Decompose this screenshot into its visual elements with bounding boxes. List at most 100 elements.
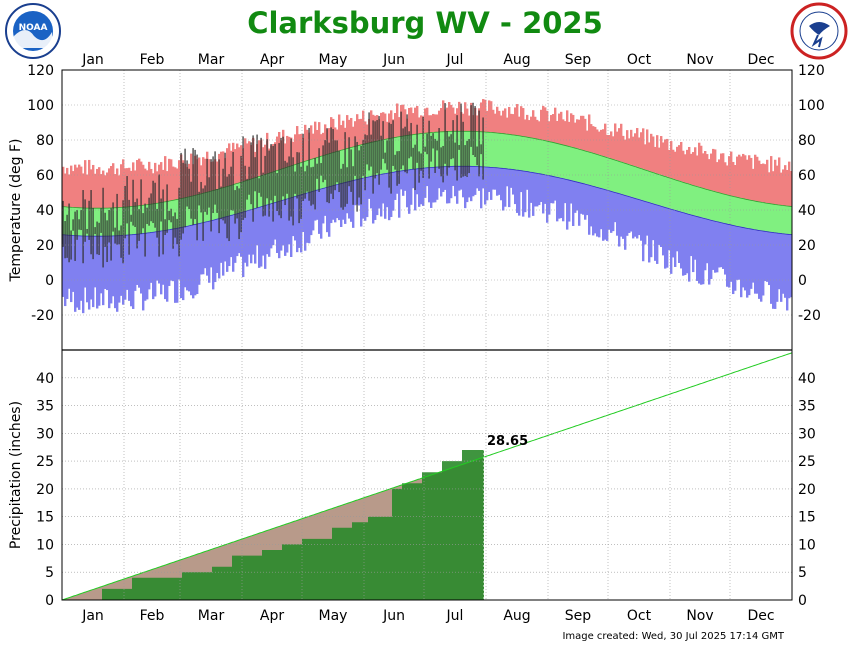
observed-temp-bar — [272, 145, 274, 222]
observed-temp-bar — [304, 171, 306, 199]
normal-range-bar — [516, 135, 519, 170]
normal-range-bar — [640, 168, 643, 200]
record-high-bar — [628, 138, 631, 165]
record-high-bar — [476, 115, 479, 132]
record-low-bar — [232, 215, 235, 272]
record-high-bar — [782, 169, 785, 206]
normal-range-bar — [502, 133, 505, 169]
record-low-bar — [420, 168, 423, 205]
record-high-bar — [360, 118, 363, 146]
observed-temp-bar — [440, 147, 442, 177]
record-high-bar — [68, 174, 71, 208]
temp-ytick-label: 120 — [27, 63, 54, 79]
temp-ytick-label: 0 — [45, 273, 54, 289]
record-high-bar — [740, 156, 743, 198]
record-low-bar — [88, 236, 91, 310]
normal-range-bar — [604, 156, 607, 190]
observed-temp-bar — [216, 189, 218, 213]
record-low-bar — [674, 210, 677, 267]
record-high-bar — [680, 141, 683, 182]
record-high-bar — [276, 136, 279, 171]
observed-temp-bar — [302, 133, 304, 202]
normal-range-bar — [666, 176, 669, 208]
observed-temp-bar — [170, 208, 172, 223]
record-high-bar — [656, 135, 659, 174]
normal-range-bar — [764, 202, 767, 232]
observed-temp-bar — [460, 103, 462, 178]
record-low-bar — [476, 166, 479, 189]
noaa-logo-text: NOAA — [19, 23, 48, 33]
record-high-bar — [418, 117, 421, 134]
month-label-top: Jan — [81, 52, 104, 68]
observed-temp-bar — [106, 220, 108, 263]
record-high-bar — [494, 113, 497, 133]
record-low-bar — [528, 171, 531, 218]
record-high-bar — [672, 149, 675, 179]
record-low-bar — [574, 181, 577, 213]
normal-range-bar — [770, 203, 773, 233]
record-high-bar — [440, 107, 443, 132]
observed-temp-bar — [396, 151, 398, 186]
record-low-bar — [488, 167, 491, 192]
observed-temp-bar — [140, 179, 142, 234]
record-low-bar — [562, 178, 565, 222]
record-low-bar — [160, 231, 163, 295]
observed-temp-bar — [366, 135, 368, 165]
record-low-bar — [254, 208, 257, 264]
precip-ytick-label-right: 15 — [798, 510, 816, 526]
record-low-bar — [120, 235, 123, 296]
record-low-bar — [730, 224, 733, 282]
record-low-bar — [134, 234, 137, 291]
observed-temp-bar — [312, 166, 314, 205]
normal-range-bar — [590, 152, 593, 186]
record-high-bar — [704, 150, 707, 189]
record-high-bar — [582, 115, 585, 151]
record-high-bar — [636, 128, 639, 167]
record-high-bar — [516, 104, 519, 136]
record-high-bar — [528, 120, 531, 138]
record-high-bar — [366, 124, 369, 144]
precip-ytick-label-right: 0 — [798, 593, 807, 609]
record-high-bar — [592, 126, 595, 153]
observed-temp-bar — [370, 134, 372, 167]
month-label-bottom: Aug — [503, 608, 530, 624]
observed-temp-bar — [168, 210, 170, 221]
record-high-bar — [630, 129, 633, 165]
record-low-bar — [778, 233, 781, 290]
observed-temp-bar — [330, 127, 332, 194]
normal-range-bar — [94, 208, 97, 237]
record-low-bar — [564, 178, 567, 204]
record-high-bar — [776, 165, 779, 205]
observed-temp-bar — [96, 221, 98, 255]
record-low-bar — [788, 234, 791, 299]
month-label-bottom: Jan — [81, 608, 104, 624]
normal-range-bar — [580, 149, 583, 183]
record-low-bar — [666, 207, 669, 268]
normal-range-bar — [510, 134, 513, 170]
record-high-bar — [176, 168, 179, 200]
record-high-bar — [764, 164, 767, 203]
record-low-bar — [374, 175, 377, 220]
record-low-bar — [432, 167, 435, 203]
normal-range-bar — [526, 136, 529, 172]
record-low-bar — [218, 218, 221, 279]
observed-temp-bar — [92, 207, 94, 260]
record-high-bar — [448, 102, 451, 132]
normal-range-bar — [484, 131, 487, 167]
record-high-bar — [452, 107, 455, 132]
record-low-bar — [100, 236, 103, 294]
record-high-bar — [204, 158, 207, 194]
normal-range-bar — [554, 142, 557, 177]
record-low-bar — [66, 235, 69, 299]
observed-temp-bar — [434, 138, 436, 173]
normal-range-bar — [550, 141, 553, 176]
record-low-bar — [670, 208, 673, 274]
observed-temp-bar — [114, 227, 116, 244]
record-low-bar — [300, 195, 303, 253]
observed-temp-bar — [404, 126, 406, 173]
record-low-bar — [286, 199, 289, 253]
record-high-bar — [542, 105, 545, 141]
record-low-bar — [662, 206, 665, 256]
observed-temp-bar — [316, 163, 318, 179]
record-high-bar — [558, 113, 561, 144]
